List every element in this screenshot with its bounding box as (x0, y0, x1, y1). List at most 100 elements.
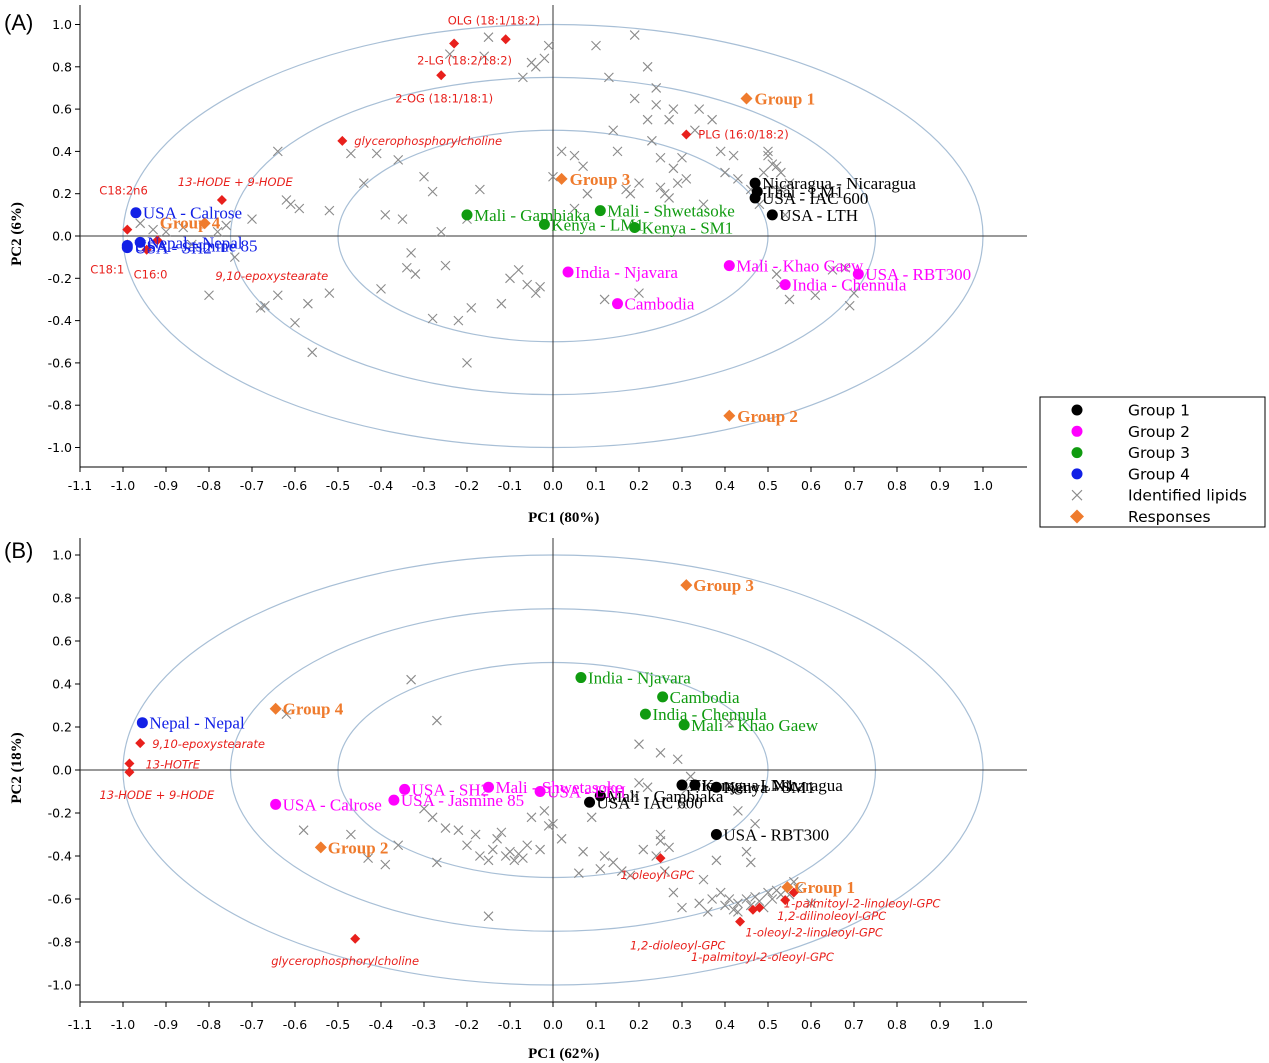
identified-lipid-marker (763, 150, 773, 161)
highlighted-lipid-marker (124, 767, 135, 778)
identified-lipid-marker (651, 99, 662, 110)
sample-label: Thai - LM1 (764, 183, 843, 202)
identified-lipid-marker (487, 844, 498, 855)
legend-dot-icon (1071, 425, 1083, 437)
sample-label: Mali - Gambiaka (607, 787, 724, 806)
x-tick-label: 0.9 (930, 1017, 950, 1032)
identified-lipid-marker (410, 269, 421, 279)
response-marker (314, 841, 327, 854)
identified-lipid-marker (604, 72, 614, 83)
identified-lipid-marker (556, 833, 567, 844)
x-tick-label: 0.3 (672, 1017, 692, 1032)
sample-dot (134, 236, 146, 248)
identified-lipid-marker (608, 857, 619, 868)
identified-lipid-marker (664, 842, 674, 853)
identified-lipid-marker (285, 199, 296, 210)
identified-lipid-marker (229, 252, 240, 263)
identified-lipid-marker (483, 855, 494, 866)
identified-lipid-marker (612, 146, 623, 157)
sample-label: USA - SH2 (134, 239, 211, 258)
x-tick-label: -0.5 (326, 478, 350, 493)
y-tick-label: -0.8 (48, 935, 72, 950)
highlighted-lipid-label: 13-HOTrE (145, 758, 200, 772)
response-marker (555, 172, 568, 185)
x-tick-label: -0.1 (498, 1017, 522, 1032)
highlighted-lipid-label: 2-OG (18:1/18:1) (395, 91, 493, 105)
identified-lipid-marker (776, 167, 786, 178)
y-tick-label: 0.6 (52, 634, 72, 649)
identified-lipid-marker (298, 825, 309, 836)
identified-lipid-marker (453, 825, 464, 836)
sample-label: USA - Jasmine 85 (134, 237, 257, 256)
response-label: Group 4 (283, 700, 344, 719)
x-tick-label: 0.4 (715, 1017, 735, 1032)
sample-label: Nepal - Nepal (147, 233, 243, 252)
x-tick-label: -0.3 (412, 1017, 436, 1032)
identified-lipid-marker (702, 907, 713, 917)
identified-lipid-marker (346, 829, 356, 840)
identified-lipid-marker (436, 226, 447, 237)
identified-lipid-marker (363, 853, 373, 864)
highlighted-lipid-label: 9,10-epoxystearate (215, 269, 328, 283)
sample-label: India - Njavara (588, 669, 691, 688)
response-marker (198, 217, 211, 230)
identified-lipid-marker (677, 902, 687, 913)
legend-box (1039, 396, 1266, 528)
identified-lipid-marker (380, 859, 391, 870)
identified-lipid-marker (272, 146, 283, 157)
highlighted-lipid-marker (735, 916, 746, 927)
highlighted-lipid-marker (124, 758, 135, 769)
identified-lipid-marker (763, 887, 773, 898)
identified-lipid-marker (272, 290, 283, 301)
x-tick-label: -0.4 (369, 478, 393, 493)
y-tick-label: -1.0 (48, 978, 72, 993)
identified-lipid-marker (634, 778, 644, 788)
sample-dot (270, 798, 282, 810)
x-tick-label: -1.0 (111, 1017, 135, 1032)
sample-dot (562, 266, 574, 278)
x-tick-label: -0.8 (197, 1017, 221, 1032)
x-tick-label: -0.6 (283, 1017, 307, 1032)
identified-lipid-marker (758, 167, 769, 178)
identified-lipid-marker (483, 911, 494, 922)
highlighted-lipid-marker (122, 224, 133, 235)
identified-lipid-marker (642, 114, 653, 125)
response-marker (680, 579, 693, 592)
sample-dot (689, 779, 701, 791)
sample-label: USA - LTH (547, 783, 626, 802)
response-label: Group 4 (160, 213, 221, 232)
highlighted-lipid-label: C18:2n6 (99, 184, 147, 198)
identified-lipid-marker (750, 818, 760, 829)
sample-label: USA - Calrose (143, 204, 242, 223)
identified-lipid-marker (776, 184, 786, 195)
identified-lipid-marker (685, 771, 696, 782)
identified-lipid-marker (733, 898, 743, 909)
identified-lipid-marker (569, 150, 580, 161)
response-marker (740, 92, 753, 105)
identified-lipid-marker (586, 812, 597, 823)
identified-lipid-marker (393, 154, 404, 165)
identified-lipid-marker (690, 125, 700, 136)
legend-diamond-icon (1070, 509, 1084, 524)
y-tick-label: -0.6 (48, 892, 72, 907)
identified-lipid-marker (677, 799, 687, 810)
identified-lipid-marker (715, 887, 726, 898)
sample-dot (749, 177, 761, 189)
identified-lipid-marker (840, 262, 851, 273)
sample-dot (538, 218, 550, 230)
sample-label: USA - LTH (779, 206, 858, 225)
sample-dot (461, 209, 473, 221)
identified-lipid-marker (694, 104, 705, 114)
identified-lipid-marker (513, 264, 524, 275)
sample-dot (657, 691, 669, 703)
legend-dot-icon (1071, 447, 1083, 459)
panel-label: (B) (4, 538, 33, 563)
identified-lipid-marker (518, 853, 528, 864)
identified-lipid-marker (625, 870, 636, 881)
x-tick-label: 0.4 (715, 478, 735, 493)
highlighted-lipid-marker (754, 902, 765, 913)
identified-lipid-marker (397, 214, 408, 224)
identified-lipid-marker (698, 199, 709, 210)
sample-dot (136, 717, 148, 729)
highlighted-lipid-label: 2-LG (18:2/18:2) (417, 54, 512, 68)
